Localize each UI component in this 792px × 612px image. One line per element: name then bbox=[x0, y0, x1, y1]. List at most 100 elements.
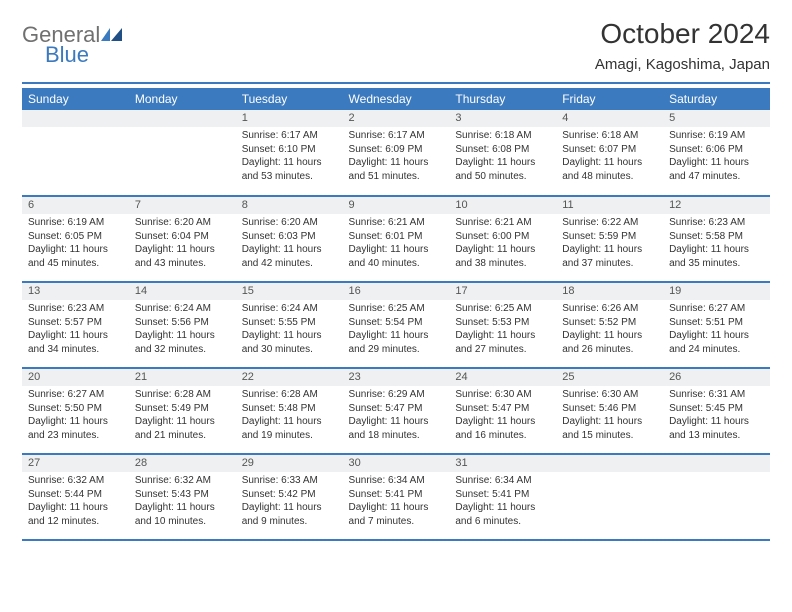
day-number: 20 bbox=[22, 369, 129, 386]
daylight-text: Daylight: 11 hours and 27 minutes. bbox=[455, 329, 550, 356]
calendar-day-cell: 8Sunrise: 6:20 AMSunset: 6:03 PMDaylight… bbox=[236, 196, 343, 282]
sunrise-text: Sunrise: 6:20 AM bbox=[242, 216, 337, 230]
sunset-text: Sunset: 5:50 PM bbox=[28, 402, 123, 416]
calendar-day-cell: 30Sunrise: 6:34 AMSunset: 5:41 PMDayligh… bbox=[343, 454, 450, 540]
day-header: Friday bbox=[556, 88, 663, 110]
day-details: Sunrise: 6:28 AMSunset: 5:48 PMDaylight:… bbox=[236, 386, 343, 448]
sunrise-text: Sunrise: 6:34 AM bbox=[349, 474, 444, 488]
calendar-day-cell: 12Sunrise: 6:23 AMSunset: 5:58 PMDayligh… bbox=[663, 196, 770, 282]
sunrise-text: Sunrise: 6:18 AM bbox=[562, 129, 657, 143]
day-number: 6 bbox=[22, 197, 129, 214]
day-number bbox=[556, 455, 663, 472]
sunset-text: Sunset: 5:43 PM bbox=[135, 488, 230, 502]
sunrise-text: Sunrise: 6:28 AM bbox=[242, 388, 337, 402]
sunset-text: Sunset: 6:09 PM bbox=[349, 143, 444, 157]
calendar-empty-cell bbox=[663, 454, 770, 540]
day-details: Sunrise: 6:18 AMSunset: 6:07 PMDaylight:… bbox=[556, 127, 663, 189]
day-number: 13 bbox=[22, 283, 129, 300]
daylight-text: Daylight: 11 hours and 18 minutes. bbox=[349, 415, 444, 442]
calendar-day-cell: 17Sunrise: 6:25 AMSunset: 5:53 PMDayligh… bbox=[449, 282, 556, 368]
sunrise-text: Sunrise: 6:17 AM bbox=[242, 129, 337, 143]
daylight-text: Daylight: 11 hours and 10 minutes. bbox=[135, 501, 230, 528]
day-details: Sunrise: 6:32 AMSunset: 5:44 PMDaylight:… bbox=[22, 472, 129, 534]
sunset-text: Sunset: 5:59 PM bbox=[562, 230, 657, 244]
calendar-day-cell: 9Sunrise: 6:21 AMSunset: 6:01 PMDaylight… bbox=[343, 196, 450, 282]
sunrise-text: Sunrise: 6:25 AM bbox=[455, 302, 550, 316]
sunrise-text: Sunrise: 6:30 AM bbox=[455, 388, 550, 402]
daylight-text: Daylight: 11 hours and 23 minutes. bbox=[28, 415, 123, 442]
daylight-text: Daylight: 11 hours and 38 minutes. bbox=[455, 243, 550, 270]
day-details: Sunrise: 6:20 AMSunset: 6:03 PMDaylight:… bbox=[236, 214, 343, 276]
day-details: Sunrise: 6:21 AMSunset: 6:01 PMDaylight:… bbox=[343, 214, 450, 276]
calendar-day-cell: 24Sunrise: 6:30 AMSunset: 5:47 PMDayligh… bbox=[449, 368, 556, 454]
daylight-text: Daylight: 11 hours and 19 minutes. bbox=[242, 415, 337, 442]
sunrise-text: Sunrise: 6:34 AM bbox=[455, 474, 550, 488]
day-details: Sunrise: 6:27 AMSunset: 5:51 PMDaylight:… bbox=[663, 300, 770, 362]
calendar-week-row: 1Sunrise: 6:17 AMSunset: 6:10 PMDaylight… bbox=[22, 110, 770, 196]
calendar-day-cell: 13Sunrise: 6:23 AMSunset: 5:57 PMDayligh… bbox=[22, 282, 129, 368]
daylight-text: Daylight: 11 hours and 9 minutes. bbox=[242, 501, 337, 528]
day-number: 24 bbox=[449, 369, 556, 386]
day-number: 14 bbox=[129, 283, 236, 300]
sunrise-text: Sunrise: 6:27 AM bbox=[28, 388, 123, 402]
sunset-text: Sunset: 5:46 PM bbox=[562, 402, 657, 416]
header-divider bbox=[22, 82, 770, 84]
calendar-day-cell: 29Sunrise: 6:33 AMSunset: 5:42 PMDayligh… bbox=[236, 454, 343, 540]
day-number: 17 bbox=[449, 283, 556, 300]
daylight-text: Daylight: 11 hours and 16 minutes. bbox=[455, 415, 550, 442]
day-details: Sunrise: 6:21 AMSunset: 6:00 PMDaylight:… bbox=[449, 214, 556, 276]
calendar-day-cell: 3Sunrise: 6:18 AMSunset: 6:08 PMDaylight… bbox=[449, 110, 556, 196]
day-number: 23 bbox=[343, 369, 450, 386]
day-number: 29 bbox=[236, 455, 343, 472]
sunrise-text: Sunrise: 6:24 AM bbox=[135, 302, 230, 316]
calendar-day-cell: 31Sunrise: 6:34 AMSunset: 5:41 PMDayligh… bbox=[449, 454, 556, 540]
sunrise-text: Sunrise: 6:22 AM bbox=[562, 216, 657, 230]
daylight-text: Daylight: 11 hours and 53 minutes. bbox=[242, 156, 337, 183]
sunset-text: Sunset: 6:01 PM bbox=[349, 230, 444, 244]
sunrise-text: Sunrise: 6:18 AM bbox=[455, 129, 550, 143]
day-details: Sunrise: 6:24 AMSunset: 5:56 PMDaylight:… bbox=[129, 300, 236, 362]
day-number: 19 bbox=[663, 283, 770, 300]
day-details: Sunrise: 6:34 AMSunset: 5:41 PMDaylight:… bbox=[343, 472, 450, 534]
sunset-text: Sunset: 6:06 PM bbox=[669, 143, 764, 157]
sunrise-text: Sunrise: 6:26 AM bbox=[562, 302, 657, 316]
sunrise-text: Sunrise: 6:25 AM bbox=[349, 302, 444, 316]
daylight-text: Daylight: 11 hours and 7 minutes. bbox=[349, 501, 444, 528]
calendar-day-cell: 25Sunrise: 6:30 AMSunset: 5:46 PMDayligh… bbox=[556, 368, 663, 454]
day-header: Tuesday bbox=[236, 88, 343, 110]
daylight-text: Daylight: 11 hours and 30 minutes. bbox=[242, 329, 337, 356]
day-details: Sunrise: 6:19 AMSunset: 6:06 PMDaylight:… bbox=[663, 127, 770, 189]
daylight-text: Daylight: 11 hours and 35 minutes. bbox=[669, 243, 764, 270]
calendar-empty-cell bbox=[22, 110, 129, 196]
header: October 2024 Amagi, Kagoshima, Japan bbox=[595, 18, 770, 77]
day-number: 2 bbox=[343, 110, 450, 127]
sunrise-text: Sunrise: 6:19 AM bbox=[28, 216, 123, 230]
calendar-day-cell: 2Sunrise: 6:17 AMSunset: 6:09 PMDaylight… bbox=[343, 110, 450, 196]
sunset-text: Sunset: 5:55 PM bbox=[242, 316, 337, 330]
day-details: Sunrise: 6:26 AMSunset: 5:52 PMDaylight:… bbox=[556, 300, 663, 362]
day-details: Sunrise: 6:18 AMSunset: 6:08 PMDaylight:… bbox=[449, 127, 556, 189]
calendar-day-cell: 20Sunrise: 6:27 AMSunset: 5:50 PMDayligh… bbox=[22, 368, 129, 454]
sunrise-text: Sunrise: 6:32 AM bbox=[28, 474, 123, 488]
calendar-empty-cell bbox=[556, 454, 663, 540]
sunset-text: Sunset: 5:48 PM bbox=[242, 402, 337, 416]
daylight-text: Daylight: 11 hours and 12 minutes. bbox=[28, 501, 123, 528]
sunrise-text: Sunrise: 6:32 AM bbox=[135, 474, 230, 488]
sunrise-text: Sunrise: 6:33 AM bbox=[242, 474, 337, 488]
calendar-day-cell: 15Sunrise: 6:24 AMSunset: 5:55 PMDayligh… bbox=[236, 282, 343, 368]
daylight-text: Daylight: 11 hours and 21 minutes. bbox=[135, 415, 230, 442]
sunrise-text: Sunrise: 6:31 AM bbox=[669, 388, 764, 402]
day-details: Sunrise: 6:22 AMSunset: 5:59 PMDaylight:… bbox=[556, 214, 663, 276]
calendar-week-row: 20Sunrise: 6:27 AMSunset: 5:50 PMDayligh… bbox=[22, 368, 770, 454]
day-details: Sunrise: 6:25 AMSunset: 5:54 PMDaylight:… bbox=[343, 300, 450, 362]
daylight-text: Daylight: 11 hours and 51 minutes. bbox=[349, 156, 444, 183]
sunrise-text: Sunrise: 6:28 AM bbox=[135, 388, 230, 402]
sunset-text: Sunset: 6:10 PM bbox=[242, 143, 337, 157]
daylight-text: Daylight: 11 hours and 42 minutes. bbox=[242, 243, 337, 270]
day-details: Sunrise: 6:27 AMSunset: 5:50 PMDaylight:… bbox=[22, 386, 129, 448]
daylight-text: Daylight: 11 hours and 43 minutes. bbox=[135, 243, 230, 270]
day-details: Sunrise: 6:20 AMSunset: 6:04 PMDaylight:… bbox=[129, 214, 236, 276]
calendar-day-cell: 5Sunrise: 6:19 AMSunset: 6:06 PMDaylight… bbox=[663, 110, 770, 196]
calendar-empty-cell bbox=[129, 110, 236, 196]
day-header: Thursday bbox=[449, 88, 556, 110]
